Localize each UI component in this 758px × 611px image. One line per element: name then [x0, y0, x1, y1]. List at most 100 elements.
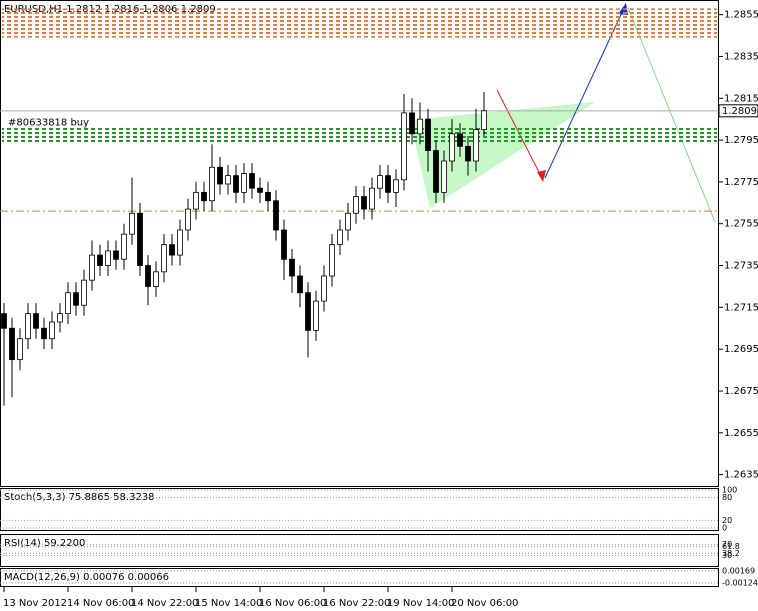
candle-body: [465, 145, 471, 162]
candle-body: [65, 292, 71, 315]
candle-body: [329, 244, 335, 277]
indicator-tick-label: 100: [722, 486, 737, 495]
candle-body: [201, 191, 207, 202]
candle-body: [297, 275, 303, 294]
candle-body: [73, 292, 79, 306]
arrow-projection: [627, 7, 716, 223]
candle-body: [81, 279, 87, 306]
candle-body: [393, 179, 399, 193]
candle-body: [457, 133, 463, 147]
candle-body: [185, 208, 191, 231]
x-tick-label: 13 Nov 2012: [3, 598, 67, 609]
indicator-tick-label: -0.00124: [722, 578, 758, 587]
candle-body: [113, 250, 119, 260]
candle-body: [249, 173, 255, 189]
candle-body: [49, 321, 55, 340]
indicator-tick-label: 70: [722, 540, 732, 549]
indicator-title: MACD(12,26,9) 0.00076 0.00066: [4, 572, 169, 583]
candle-body: [209, 166, 215, 202]
x-tick-label: 16 Nov 22:00: [323, 598, 390, 609]
candle-body: [265, 191, 271, 202]
last-price-box: [718, 104, 758, 118]
y-tick-label: 1.2675: [724, 386, 758, 397]
candle-body: [169, 244, 175, 256]
candle-body: [241, 173, 247, 193]
candle-body: [9, 327, 15, 361]
candle-body: [401, 112, 407, 181]
y-tick-label: 1.2835: [724, 51, 758, 62]
y-tick-label: 1.2695: [724, 344, 758, 355]
level-band: [2, 8, 717, 38]
y-tick-label: 1.2735: [724, 261, 758, 272]
candle-body: [441, 160, 447, 193]
candle-body: [481, 110, 487, 131]
indicator-tick-label: 0.00169: [722, 566, 755, 575]
candle-body: [353, 196, 359, 214]
y-tick-label: 1.2655: [724, 428, 758, 439]
candle-body: [361, 196, 367, 210]
candle-body: [409, 112, 415, 135]
candle-body: [449, 133, 455, 162]
candle-body: [137, 212, 143, 266]
candle-body: [145, 265, 151, 287]
candle-body: [161, 244, 167, 273]
candle-body: [425, 118, 431, 151]
y-tick-label: 1.2715: [724, 302, 758, 313]
candle-body: [129, 212, 135, 235]
candle-body: [25, 313, 31, 340]
candle-body: [257, 187, 263, 193]
candle-body: [433, 150, 439, 193]
level-band: [2, 127, 717, 143]
candle-body: [305, 292, 311, 331]
candle-body: [193, 191, 199, 210]
indicator-tick-label: 38.2: [722, 549, 740, 558]
candle-body: [321, 275, 327, 302]
stoch-panel: [0, 488, 719, 531]
candle-body: [41, 327, 47, 340]
candle-body: [17, 338, 23, 361]
candle-body: [273, 200, 279, 231]
arrow-head: [537, 170, 546, 182]
x-tick-label: 14 Nov 06:00: [67, 598, 134, 609]
indicator-tick-label: 80: [722, 493, 732, 502]
candle-body: [377, 175, 383, 189]
candle-body: [473, 129, 479, 162]
candle-body: [1, 313, 7, 329]
candle-body: [105, 250, 111, 266]
candle-body: [345, 212, 351, 231]
x-tick-label: 15 Nov 14:00: [195, 598, 262, 609]
candle-body: [385, 175, 391, 193]
y-tick-label: 1.2815: [724, 93, 758, 104]
x-tick-label: 16 Nov 06:00: [259, 598, 326, 609]
y-tick-label: 1.2855: [724, 10, 758, 21]
indicator-tick-label: 0: [722, 524, 727, 533]
y-tick-label: 1.2775: [724, 177, 758, 188]
indicator-tick-label: 30: [722, 551, 732, 560]
x-tick-label: 14 Nov 22:00: [131, 598, 198, 609]
x-tick-label: 19 Nov 14:00: [387, 598, 454, 609]
candle-body: [89, 254, 95, 281]
macd-panel: [0, 568, 719, 587]
indicator-tick-label: 20: [722, 516, 732, 525]
candle-body: [57, 313, 63, 323]
indicator-tick-label: 61.8: [722, 542, 740, 551]
candle-body: [417, 118, 423, 135]
candle-body: [289, 258, 295, 277]
candle-body: [369, 187, 375, 210]
indicator-title: Stoch(5,3,3) 75.8865 58.3238: [4, 492, 155, 503]
candle-body: [225, 175, 231, 185]
indicator-title: RSI(14) 59.2200: [4, 538, 85, 549]
y-tick-label: 1.2795: [724, 135, 758, 146]
x-tick-label: 20 Nov 06:00: [451, 598, 518, 609]
candle-body: [313, 300, 319, 331]
main-panel: [0, 0, 719, 487]
candle-body: [121, 233, 127, 260]
candle-body: [217, 166, 223, 185]
last-price-label: 1.2809: [722, 106, 757, 117]
rsi-panel: [0, 534, 719, 567]
level-label: #80633818 buy: [8, 118, 89, 129]
candle-body: [153, 271, 159, 287]
candle-body: [33, 313, 39, 329]
candle-body: [337, 229, 343, 246]
